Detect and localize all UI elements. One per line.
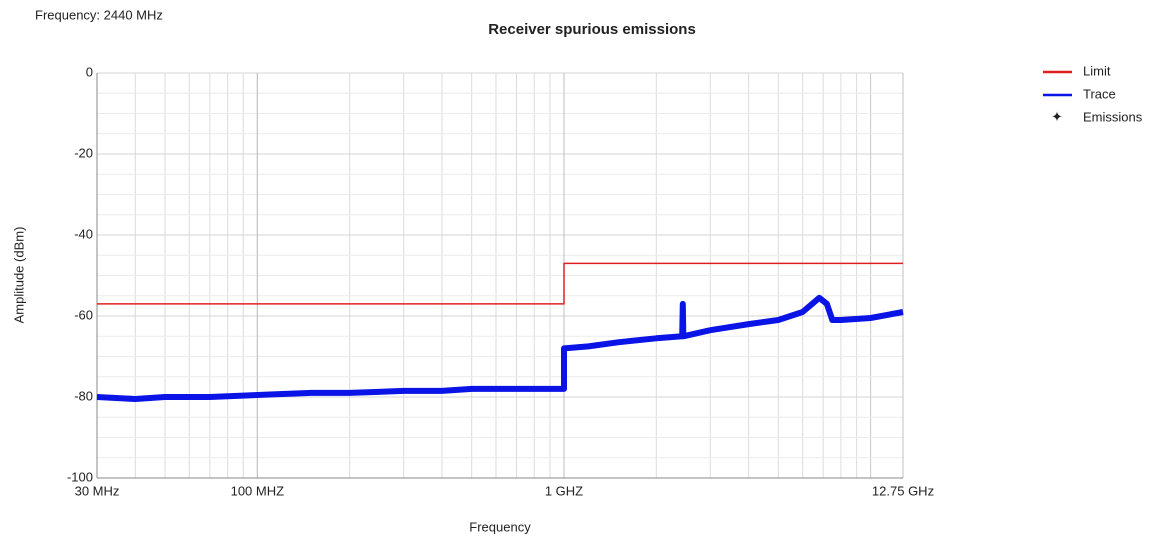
series-line [97, 262, 903, 305]
y-axis-label: Amplitude (dBm) [11, 227, 26, 324]
legend-marker: ✦ [1051, 109, 1063, 125]
legend-label: Trace [1083, 86, 1116, 101]
chart-title: Receiver spurious emissions [488, 21, 696, 38]
legend-label: Emissions [1083, 109, 1143, 124]
x-tick-label: 30 MHz [75, 483, 120, 498]
legend-label: Limit [1083, 63, 1111, 78]
series-line [96, 294, 904, 402]
y-tick-label: -100 [67, 469, 93, 484]
x-axis-label: Frequency [469, 519, 531, 534]
x-tick-label: 1 GHZ [545, 483, 583, 498]
y-tick-label: -60 [74, 307, 93, 322]
y-tick-label: -20 [74, 145, 93, 160]
y-tick-label: -80 [74, 388, 93, 403]
x-tick-label: 12.75 GHz [872, 483, 934, 498]
subtitle: Frequency: 2440 MHz [35, 7, 163, 22]
y-tick-label: 0 [86, 64, 93, 79]
x-tick-label: 100 MHZ [231, 483, 285, 498]
y-tick-label: -40 [74, 226, 93, 241]
